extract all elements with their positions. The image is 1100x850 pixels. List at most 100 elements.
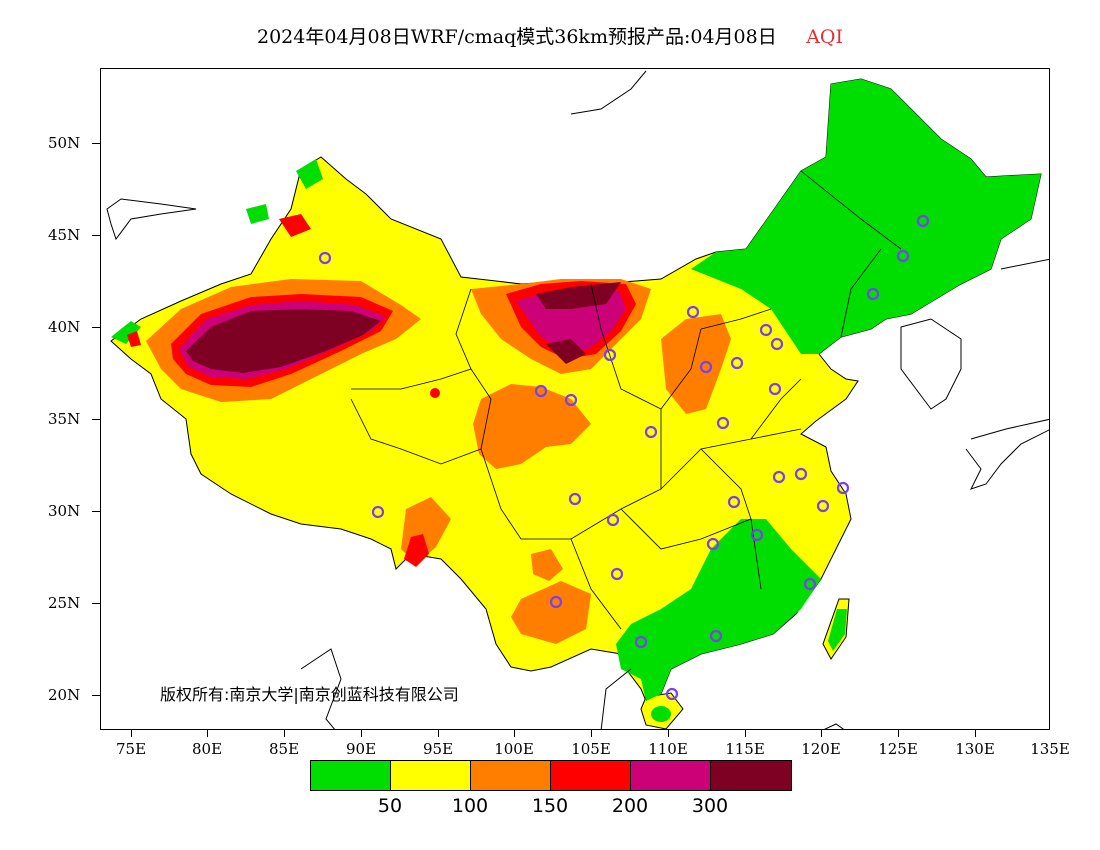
city-marker [568, 492, 582, 506]
region-orange-guizhou [531, 549, 563, 581]
city-marker [686, 305, 700, 319]
city-marker [768, 382, 782, 396]
lat-tick [92, 511, 100, 512]
region-red-spot-3 [430, 388, 440, 398]
lon-label: 95E [422, 740, 454, 758]
lon-label: 125E [878, 740, 918, 758]
lat-tick [92, 603, 100, 604]
region-orange-yunnan [511, 581, 591, 644]
city-marker [896, 249, 910, 263]
region-maroon-taklamakan [186, 309, 381, 373]
lon-label: 135E [1030, 740, 1070, 758]
aqi-map-svg [106, 70, 1049, 729]
city-marker [603, 348, 617, 362]
region-green-northeast [691, 79, 1041, 354]
legend-swatch [631, 761, 711, 790]
copyright-text: 版权所有:南京大学|南京创蓝科技有限公司 [160, 685, 459, 704]
title-main: 2024年04月08日WRF/cmaq模式36km预报产品:04月08日 [256, 26, 777, 48]
region-green-taiwan [828, 609, 847, 651]
lon-tick [821, 730, 822, 737]
title-variable: AQI [806, 26, 843, 48]
lon-tick [975, 730, 976, 737]
lat-tick [92, 327, 100, 328]
lon-label: 90E [345, 740, 377, 758]
lat-label: 35N [48, 410, 81, 428]
city-marker [916, 214, 930, 228]
lon-tick [591, 730, 592, 737]
color-legend [310, 760, 792, 791]
lon-tick [668, 730, 669, 737]
city-marker [699, 360, 713, 374]
lon-label: 120E [801, 740, 841, 758]
city-marker [794, 467, 808, 481]
legend-label: 300 [691, 795, 729, 817]
region-green-altai [296, 159, 323, 189]
lon-tick [131, 730, 132, 737]
region-maroon-gobi-south [546, 339, 586, 364]
city-marker [564, 393, 578, 407]
city-marker [803, 577, 817, 591]
lon-tick [745, 730, 746, 737]
region-orange-sichuan-north [473, 384, 591, 469]
city-marker [716, 416, 730, 430]
lon-label: 130E [955, 740, 995, 758]
lat-label: 40N [48, 318, 81, 336]
region-red-spot-1 [279, 214, 311, 237]
city-marker [534, 384, 548, 398]
lon-label: 75E [115, 740, 147, 758]
map-canvas[interactable] [100, 68, 1050, 730]
province-boundaries [350, 170, 902, 630]
lon-tick [898, 730, 899, 737]
legend-label: 200 [611, 795, 649, 817]
region-orange-shanxi [661, 314, 731, 414]
lon-tick [207, 730, 208, 737]
city-marker [730, 356, 744, 370]
city-marker [816, 499, 830, 513]
legend-label: 50 [377, 795, 403, 817]
region-green-northwest [246, 204, 269, 224]
region-green-west [111, 321, 141, 344]
lon-tick [284, 730, 285, 737]
city-marker [549, 595, 563, 609]
region-maroon-gobi [536, 282, 621, 309]
city-marker [770, 337, 784, 351]
legend-swatch [711, 761, 791, 790]
city-marker [772, 470, 786, 484]
lat-tick [92, 143, 100, 144]
city-marker [371, 505, 385, 519]
city-marker [750, 528, 764, 542]
legend-swatch [551, 761, 631, 790]
region-green-south [616, 519, 821, 701]
lon-tick [361, 730, 362, 737]
city-marker [606, 513, 620, 527]
city-markers [318, 214, 930, 701]
city-marker [709, 629, 723, 643]
city-marker [644, 425, 658, 439]
legend-label: 100 [451, 795, 489, 817]
legend-swatch [471, 761, 551, 790]
legend-label: 150 [531, 795, 569, 817]
lon-label: 85E [268, 740, 300, 758]
lon-label: 105E [571, 740, 611, 758]
lon-label: 115E [725, 740, 765, 758]
lon-tick [514, 730, 515, 737]
region-red-spot-2 [127, 331, 141, 347]
city-marker [610, 567, 624, 581]
lat-tick [92, 235, 100, 236]
lat-label: 25N [48, 594, 81, 612]
city-marker [318, 251, 332, 265]
lat-tick [92, 695, 100, 696]
lat-label: 45N [48, 226, 81, 244]
region-green-hainan [651, 706, 671, 722]
city-marker [727, 495, 741, 509]
city-marker [836, 481, 850, 495]
lat-label: 20N [48, 686, 81, 704]
chart-title: 2024年04月08日WRF/cmaq模式36km预报产品:04月08日 AQI [0, 22, 1100, 49]
lat-label: 50N [48, 134, 81, 152]
region-red-tibet [404, 534, 429, 567]
lon-label: 80E [191, 740, 223, 758]
lat-tick [92, 419, 100, 420]
city-marker [866, 287, 880, 301]
city-marker [665, 687, 679, 701]
neighbour-coastlines [106, 70, 1049, 729]
